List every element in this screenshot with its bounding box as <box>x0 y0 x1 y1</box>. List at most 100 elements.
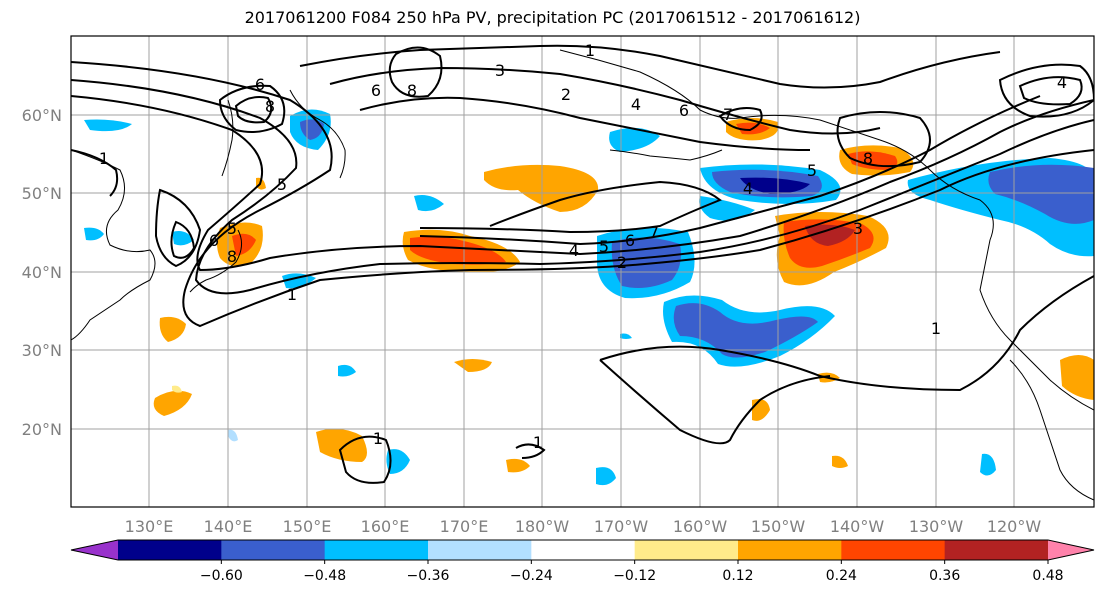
colorbar-outline <box>70 539 1095 561</box>
contour-label: 4 <box>743 179 753 198</box>
lat-label: 60°N <box>22 106 62 125</box>
contour-label: 1 <box>287 285 297 304</box>
contour-line <box>234 96 273 124</box>
negative-precip-area <box>172 231 194 246</box>
contour-line <box>599 359 831 445</box>
contour-line <box>154 188 202 268</box>
positive-precip-area <box>805 224 855 246</box>
colorbar-segment <box>531 540 636 560</box>
contour-line <box>329 66 881 135</box>
contour-label: 5 <box>277 175 287 194</box>
negative-precip-area <box>988 164 1094 224</box>
contour-line <box>71 79 1094 295</box>
colorbar-tick-label: 0.24 <box>826 568 857 584</box>
positive-precip-area <box>484 164 599 212</box>
colorbar-tick-label: 0.12 <box>722 568 753 584</box>
colorbar-tick-label: −0.48 <box>303 568 346 584</box>
contour-label: 6 <box>209 231 219 250</box>
lon-label: 130°E <box>125 517 174 536</box>
contour-label: 4 <box>631 95 641 114</box>
contour-line <box>388 46 443 98</box>
contour-line <box>419 95 1041 246</box>
negative-precip-area <box>673 303 818 358</box>
contour-line <box>599 275 1094 392</box>
colorbar-extend-high <box>1048 540 1094 560</box>
negative-precip-area <box>338 364 356 377</box>
contour-label: 2 <box>561 85 571 104</box>
colorbar-tick-label: 0.36 <box>929 568 960 584</box>
colorbar-segment <box>944 540 1049 560</box>
colorbar-tick-label: −0.36 <box>407 568 450 584</box>
contour-label: 6 <box>625 231 635 250</box>
contour-line <box>71 61 1094 328</box>
contour-label: 8 <box>407 81 417 100</box>
contour-label: 6 <box>679 101 689 120</box>
lat-label: 20°N <box>22 420 62 439</box>
map-title: 2017061200 F084 250 hPa PV, precipitatio… <box>244 8 861 27</box>
colorbar-tick-label: 0.48 <box>1032 568 1063 584</box>
lon-label: 140°E <box>204 517 253 536</box>
contour-label: 4 <box>1057 73 1067 92</box>
lon-label: 160°W <box>673 517 728 536</box>
positive-precip-area <box>832 455 848 468</box>
positive-precip-area <box>1060 355 1094 400</box>
positive-precip-area <box>506 458 530 473</box>
contour-label: 7 <box>649 223 659 242</box>
colorbar-segment <box>634 540 739 560</box>
contour-line <box>71 149 119 197</box>
negative-precip-area <box>596 467 616 486</box>
lat-label: 40°N <box>22 263 62 282</box>
contour-label: 5 <box>227 219 237 238</box>
contour-line <box>718 107 763 132</box>
pv-contours <box>71 44 1094 484</box>
contour-label: 8 <box>265 97 275 116</box>
longitude-labels: 130°E 140°E 150°E 160°E 170°E 180°W 170°… <box>125 517 1042 536</box>
lon-label: 170°E <box>440 517 489 536</box>
contour-label: 1 <box>533 433 543 452</box>
colorbar-segment <box>221 540 326 560</box>
colorbar-segment <box>118 540 222 560</box>
contour-label: 3 <box>495 61 505 80</box>
negative-precip-area <box>620 333 632 339</box>
contour-line <box>218 84 286 133</box>
negative-precip-area <box>84 227 104 241</box>
lon-label: 130°W <box>909 517 964 536</box>
contour-label: 2 <box>617 253 627 272</box>
colorbar: −0.60 −0.48 −0.36 −0.24 −0.12 0.12 0.24 0.36 0.4… <box>70 539 1095 584</box>
contour-label: 1 <box>931 319 941 338</box>
lon-label: 150°E <box>283 517 332 536</box>
lat-label: 30°N <box>22 341 62 360</box>
contour-line <box>359 96 811 151</box>
lon-label: 140°W <box>830 517 885 536</box>
contour-label: 4 <box>569 241 579 260</box>
coastline-sakhalin <box>221 99 234 177</box>
positive-precip-area <box>159 316 186 342</box>
contour-label: 1 <box>585 41 595 60</box>
map-frame <box>70 35 1095 508</box>
contour-line <box>836 111 931 168</box>
gridlines <box>71 36 1094 507</box>
contour-label: 6 <box>255 75 265 94</box>
contour-label: 3 <box>853 219 863 238</box>
negative-precip-area <box>609 127 660 152</box>
lon-label: 170°W <box>594 517 649 536</box>
contour-label: 1 <box>373 429 383 448</box>
negative-precip-area <box>84 119 132 132</box>
negative-precip-area <box>300 119 324 140</box>
coastline-aleutians <box>609 149 723 161</box>
colorbar-tick-label: −0.24 <box>510 568 553 584</box>
contour-label: 7 <box>723 105 733 124</box>
coastline-asia <box>71 149 156 341</box>
contour-label: 8 <box>227 247 237 266</box>
contour-labels: 1 2 3 4 6 7 6 8 6 8 1 5 5 6 8 1 4 5 2 6 … <box>99 41 1067 452</box>
negative-precip-area <box>740 177 810 194</box>
lon-label: 180°W <box>515 517 570 536</box>
colorbar-extend-low <box>71 540 118 560</box>
contour-label: 6 <box>371 81 381 100</box>
positive-precip-area <box>410 236 506 265</box>
colorbar-segment <box>324 540 429 560</box>
contour-label: 8 <box>863 149 873 168</box>
negative-precip-area <box>228 429 238 442</box>
contour-label: 1 <box>99 149 109 168</box>
